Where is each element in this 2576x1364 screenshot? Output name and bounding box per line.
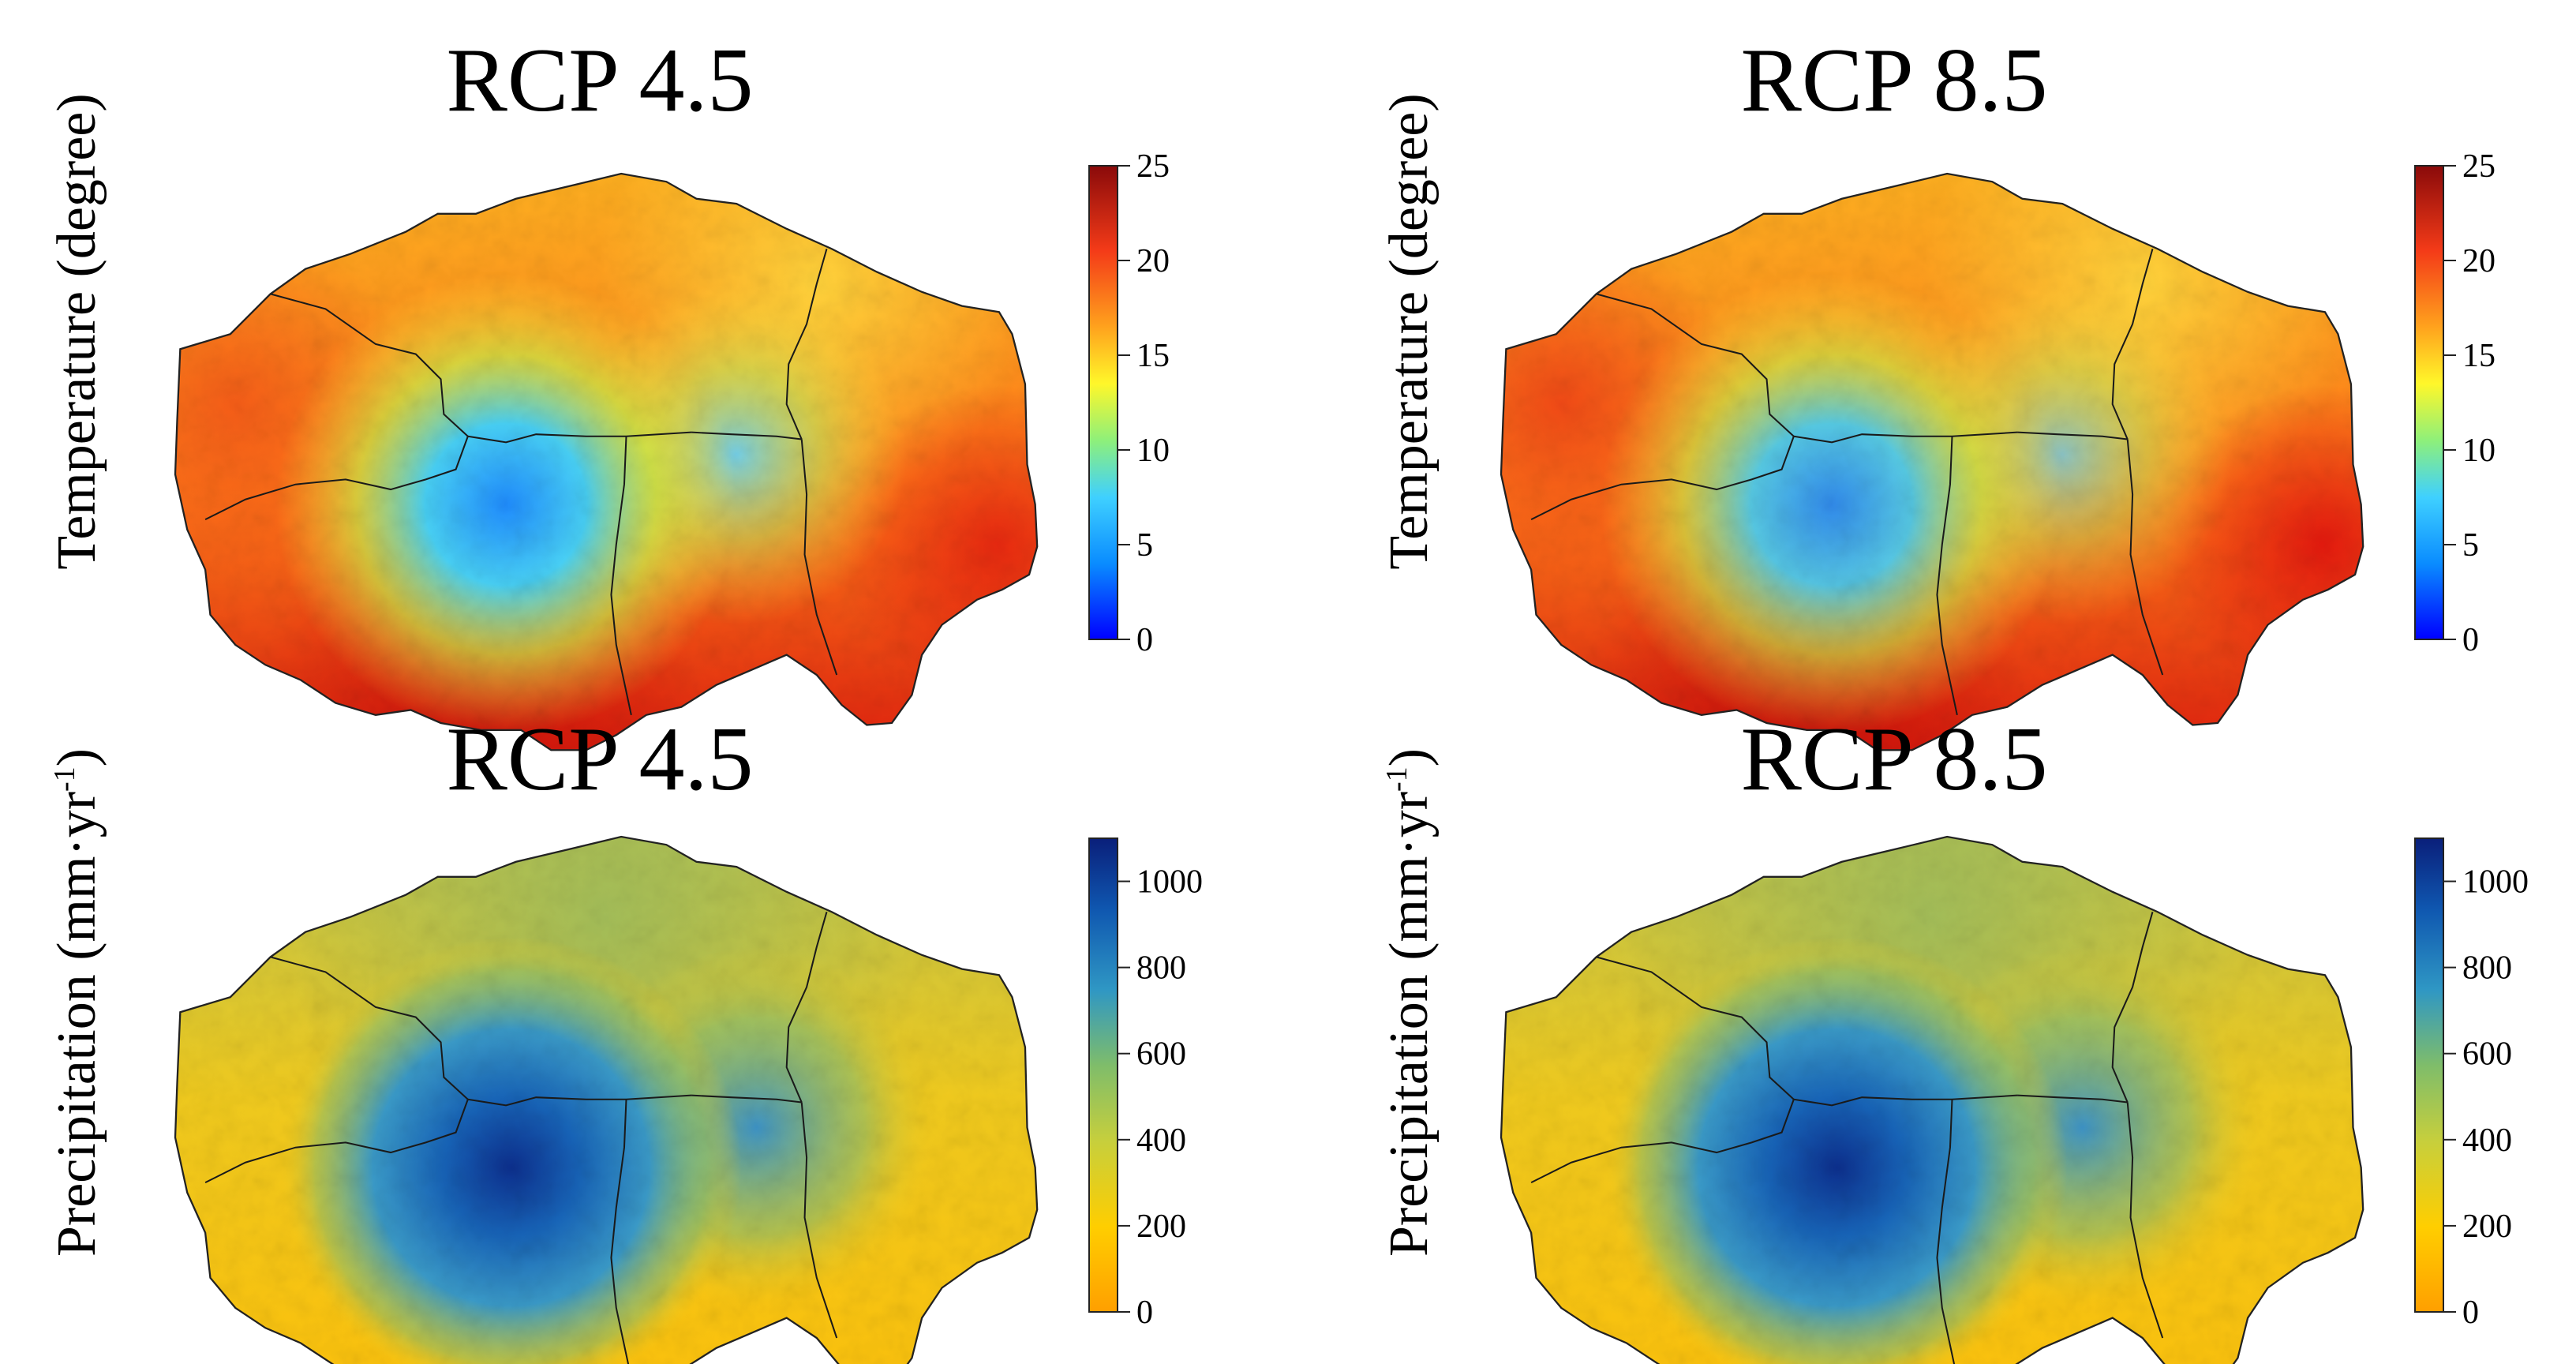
subbasin-boundary (610, 1099, 630, 1364)
colorbar-tick-label: 800 (1136, 950, 1186, 987)
colorbar-tick-label: 0 (1136, 1295, 1153, 1331)
subbasin-boundary (270, 956, 469, 1100)
subbasin-boundary (800, 1102, 838, 1339)
subbasin-boundary (691, 431, 802, 440)
panel-temperature-rcp85: RCP 8.5 Temperature (degree) 0 5 10 15 20 25 (1379, 30, 2496, 751)
subbasin-boundary (2016, 431, 2128, 440)
subbasin-boundary (691, 1094, 802, 1104)
subbasin-boundary (2111, 911, 2154, 1103)
axis-label-tail: ) (1379, 748, 1440, 766)
panel-title: RCP 4.5 (447, 709, 754, 810)
subbasin-boundary (204, 1099, 469, 1184)
basin-raster (175, 837, 1038, 1364)
colorbar: 0 200 400 600 800 1000 (2414, 838, 2529, 1331)
basin-raster (175, 174, 1038, 751)
colorbar-ramp (2414, 165, 2444, 640)
colorbar-tick-label: 15 (1136, 338, 1170, 374)
basin-map (174, 172, 1039, 751)
colorbar-tick-label: 800 (2462, 950, 2512, 987)
basin-map (1500, 835, 2364, 1364)
axis-label-text: Temperature (degree) (1379, 93, 1440, 569)
axis-label-text: Precipitation (mm·yr (1379, 792, 1440, 1257)
axis-label-superscript: -1 (48, 766, 81, 792)
colorbar-tick-label: 200 (2462, 1208, 2512, 1245)
colorbar-tick-label: 25 (2462, 148, 2496, 185)
basin-raster (1501, 837, 2364, 1364)
subbasin-boundary (1793, 431, 2018, 444)
colorbar-ramp (1088, 838, 1118, 1313)
colorbar-tick-label: 5 (2462, 527, 2479, 564)
subbasin-boundary (785, 248, 828, 440)
subbasin-boundary (270, 293, 469, 437)
colorbar-ramp (2414, 838, 2444, 1313)
subbasin-boundary (610, 436, 632, 716)
subbasin-boundary (2126, 1102, 2164, 1339)
panel-precipitation-rcp45: RCP 4.5 Precipitation (mm·yr-1) 0 200 400 600… (47, 709, 1203, 1364)
axis-label: Precipitation (mm·yr-1) (1379, 748, 1440, 1257)
basin-map (1500, 172, 2364, 751)
panel-title: RCP 4.5 (447, 30, 754, 131)
subbasin-boundary (1530, 1099, 1795, 1184)
colorbar-tick-label: 5 (1136, 527, 1153, 564)
panel-title: RCP 8.5 (1741, 709, 2048, 810)
colorbar-tick-label: 1000 (2462, 864, 2529, 901)
axis-label-text: Precipitation (mm·yr (47, 792, 107, 1257)
colorbar-tick-label: 15 (2462, 338, 2496, 374)
subbasin-boundary (467, 1094, 692, 1107)
colorbar: 0 5 10 15 20 25 (2414, 148, 2496, 658)
colorbar-tick-label: 0 (1136, 622, 1153, 658)
colorbar-tick-label: 10 (2462, 433, 2496, 469)
basin-map (174, 835, 1039, 1364)
axis-label: Temperature (degree) (1379, 93, 1440, 569)
subbasin-boundary (1596, 956, 1795, 1100)
colorbar-ramp (1088, 165, 1118, 640)
panel-title: RCP 8.5 (1741, 30, 2048, 131)
colorbar-tick-label: 600 (1136, 1036, 1186, 1073)
colorbar-tick-label: 25 (1136, 148, 1170, 185)
subbasin-boundary (1793, 1094, 2018, 1107)
subbasin-boundary (1936, 1099, 1956, 1364)
colorbar-tick-label: 10 (1136, 433, 1170, 469)
colorbar-tick-label: 20 (1136, 243, 1170, 279)
axis-label-superscript: -1 (1380, 766, 1413, 792)
subbasin-boundary (800, 439, 838, 676)
colorbar-tick-label: 20 (2462, 243, 2496, 279)
colorbar-tick-label: 0 (2462, 622, 2479, 658)
axis-label-tail: ) (47, 748, 107, 766)
subbasin-boundary (2126, 439, 2164, 676)
subbasin-boundary (1936, 436, 1958, 716)
subbasin-boundary (467, 431, 692, 444)
colorbar-tick-label: 200 (1136, 1208, 1186, 1245)
colorbar: 0 5 10 15 20 25 (1088, 148, 1170, 658)
subbasin-boundary (1530, 436, 1795, 521)
panel-precipitation-rcp85: RCP 8.5 Precipitation (mm·yr-1) 0 200 400 600… (1379, 709, 2529, 1364)
subbasin-boundary (2016, 1094, 2128, 1104)
colorbar-tick-label: 0 (2462, 1295, 2479, 1331)
colorbar-tick-label: 400 (1136, 1122, 1186, 1159)
subbasin-boundary (2111, 248, 2154, 440)
colorbar: 0 200 400 600 800 1000 (1088, 838, 1203, 1331)
subbasin-boundary (1596, 293, 1795, 437)
colorbar-tick-label: 1000 (1136, 864, 1203, 901)
colorbar-tick-label: 400 (2462, 1122, 2512, 1159)
subbasin-boundary (204, 436, 469, 521)
axis-label: Precipitation (mm·yr-1) (47, 748, 107, 1257)
basin-raster (1501, 174, 2364, 751)
panel-temperature-rcp45: RCP 4.5 Temperature (degree) 0 5 10 15 20 25 (47, 30, 1170, 751)
axis-label: Temperature (degree) (47, 93, 107, 569)
colorbar-tick-label: 600 (2462, 1036, 2512, 1073)
axis-label-text: Temperature (degree) (47, 93, 107, 569)
subbasin-boundary (785, 911, 828, 1103)
